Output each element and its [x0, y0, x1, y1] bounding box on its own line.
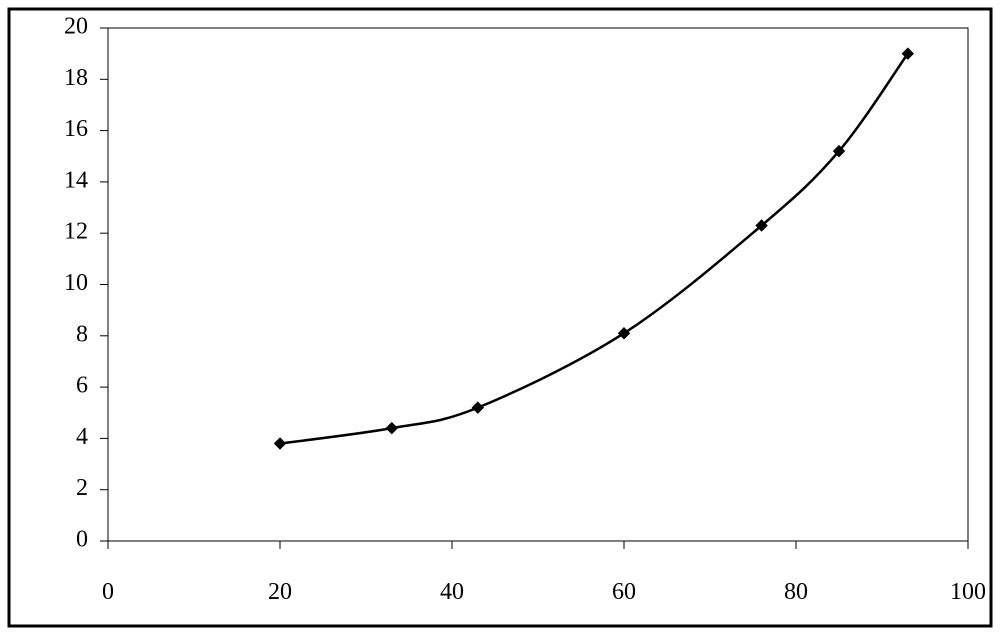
y-tick-label: 18: [64, 65, 88, 91]
y-tick-label: 12: [64, 219, 88, 245]
x-tick-label: 0: [102, 579, 114, 605]
y-tick-label: 14: [64, 167, 88, 193]
y-tick-label: 2: [76, 475, 88, 501]
y-tick-label: 10: [64, 270, 88, 296]
x-tick-label: 20: [268, 579, 292, 605]
y-tick-label: 16: [64, 116, 88, 142]
x-tick-label: 100: [950, 579, 986, 605]
x-tick-label: 60: [612, 579, 636, 605]
line-chart: 0 20 40 60 80 100 0 2 4 6 8 10 12 14 16 18 20: [0, 0, 1000, 635]
y-tick-label: 4: [76, 424, 88, 450]
x-tick-label: 40: [440, 579, 464, 605]
chart-container: 0 20 40 60 80 100 0 2 4 6 8 10 12 14 16 18 20: [0, 0, 1000, 635]
y-tick-label: 8: [76, 321, 88, 347]
x-tick-label: 80: [784, 579, 808, 605]
y-tick-label: 20: [64, 14, 88, 40]
y-tick-label: 0: [76, 527, 88, 553]
y-tick-label: 6: [76, 373, 88, 399]
outer-frame: [9, 9, 991, 626]
